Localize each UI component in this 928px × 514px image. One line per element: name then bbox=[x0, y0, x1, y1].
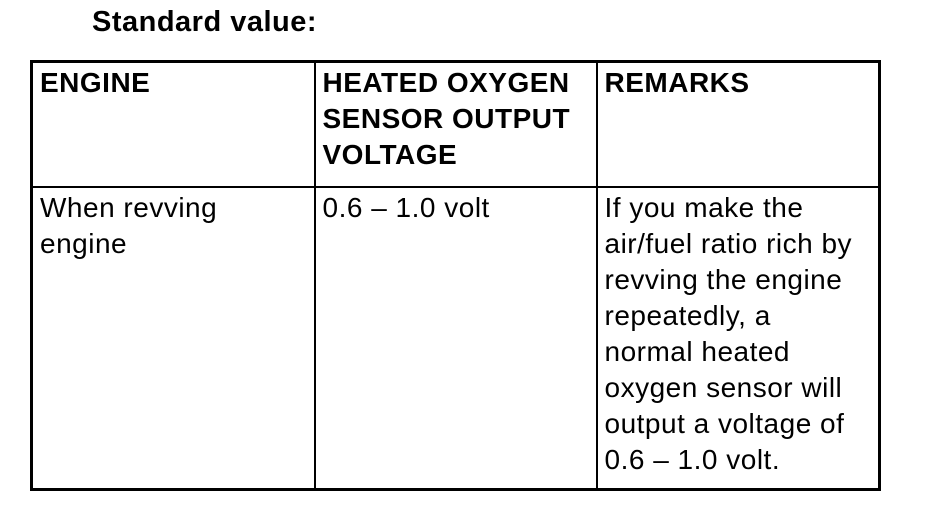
table-row: When revving engine 0.6 – 1.0 volt If yo… bbox=[30, 185, 881, 491]
cell-output-voltage-value: 0.6 – 1.0 volt bbox=[313, 185, 598, 491]
header-cell-sensor-output-voltage: HEATED OXYGEN SENSOR OUTPUT VOLTAGE bbox=[313, 60, 598, 188]
table-header-row: ENGINE HEATED OXYGEN SENSOR OUTPUT VOLTA… bbox=[30, 60, 881, 188]
header-cell-engine: ENGINE bbox=[30, 60, 316, 188]
cell-engine-condition: When revving engine bbox=[30, 185, 316, 491]
header-cell-remarks: REMARKS bbox=[595, 60, 881, 188]
cell-remarks-text: If you make the air/fuel ratio rich by r… bbox=[595, 185, 881, 491]
standard-value-table: ENGINE HEATED OXYGEN SENSOR OUTPUT VOLTA… bbox=[30, 60, 881, 491]
page-title: Standard value: bbox=[92, 6, 318, 38]
